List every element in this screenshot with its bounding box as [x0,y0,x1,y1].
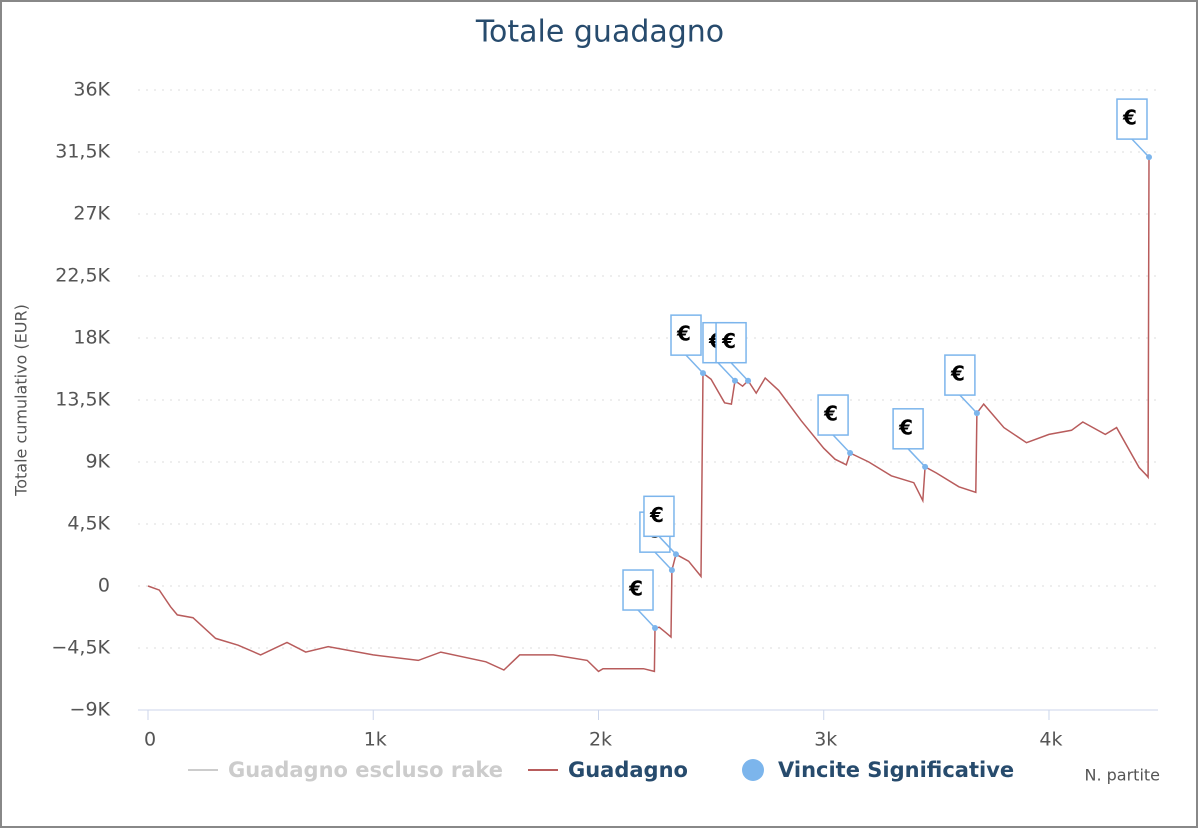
x-tick-label: 4k [1039,729,1062,751]
legend-label: Vincite Significative [778,758,1014,782]
flag-connector [654,551,673,571]
win-point [847,450,854,457]
flag-connector [1131,138,1150,158]
flag-box [892,408,924,450]
y-tick-label: 18K [73,327,110,349]
x-axis-title: N. partite [1084,766,1160,785]
chart-title: Totale guadagno [475,15,724,50]
flag-connector [637,609,656,629]
win-point [922,463,929,470]
y-axis-title: Totale cumulativo (EUR) [12,304,31,497]
flag-connector [907,448,926,468]
flag-label: € [721,329,736,353]
y-tick-label: 4,5K [67,513,110,535]
flag-label: € [628,577,643,601]
legend-label: Guadagno [568,758,688,782]
y-tick-label: 9K [85,451,110,473]
win-point [973,410,980,417]
flag-connector [658,535,677,555]
x-tick-label: 1k [364,729,387,751]
flag-box [817,394,849,436]
y-tick-label: −9K [70,699,111,721]
flag-connector [685,354,704,374]
flag-box [622,569,654,611]
y-tick-label: 13,5K [55,389,110,411]
flag-box [715,321,747,364]
flag-label: € [950,362,965,386]
data-line [147,157,1150,673]
legend-label: Guadagno escluso rake [228,758,503,782]
x-tick-label: 3k [814,729,837,751]
win-point [1145,154,1152,161]
flag-box [670,314,702,356]
win-point [700,370,707,377]
y-tick-label: −4,5K [51,637,110,659]
win-point [652,625,659,632]
legend-item[interactable]: Vincite Significative [742,758,1014,782]
y-tick-label: 0 [98,575,110,597]
flag-connector [959,394,978,414]
flag-connector [717,362,736,382]
legend-item[interactable]: Guadagno [528,758,688,782]
y-tick-label: 27K [73,203,110,225]
y-tick-label: 31,5K [55,141,110,163]
flag-connector [730,362,749,382]
win-point [672,551,679,558]
y-tick-label: 22,5K [55,265,110,287]
flag-connector [832,434,851,454]
x-tick-label: 2k [589,729,612,751]
flag-box [944,354,976,396]
flag-label: € [1122,106,1137,130]
flag-label: € [823,402,838,426]
win-point [668,567,675,574]
flag-label: € [676,322,691,346]
legend-item[interactable]: Guadagno escluso rake [188,758,503,782]
flag-label: € [649,503,664,527]
x-tick-label: 0 [144,729,156,751]
legend-symbol [742,759,764,781]
win-point [731,377,738,384]
win-point [745,377,752,384]
flag-box [1116,98,1148,140]
flag-box [643,495,675,538]
y-tick-label: 36K [73,79,110,101]
flag-label: € [898,415,913,439]
